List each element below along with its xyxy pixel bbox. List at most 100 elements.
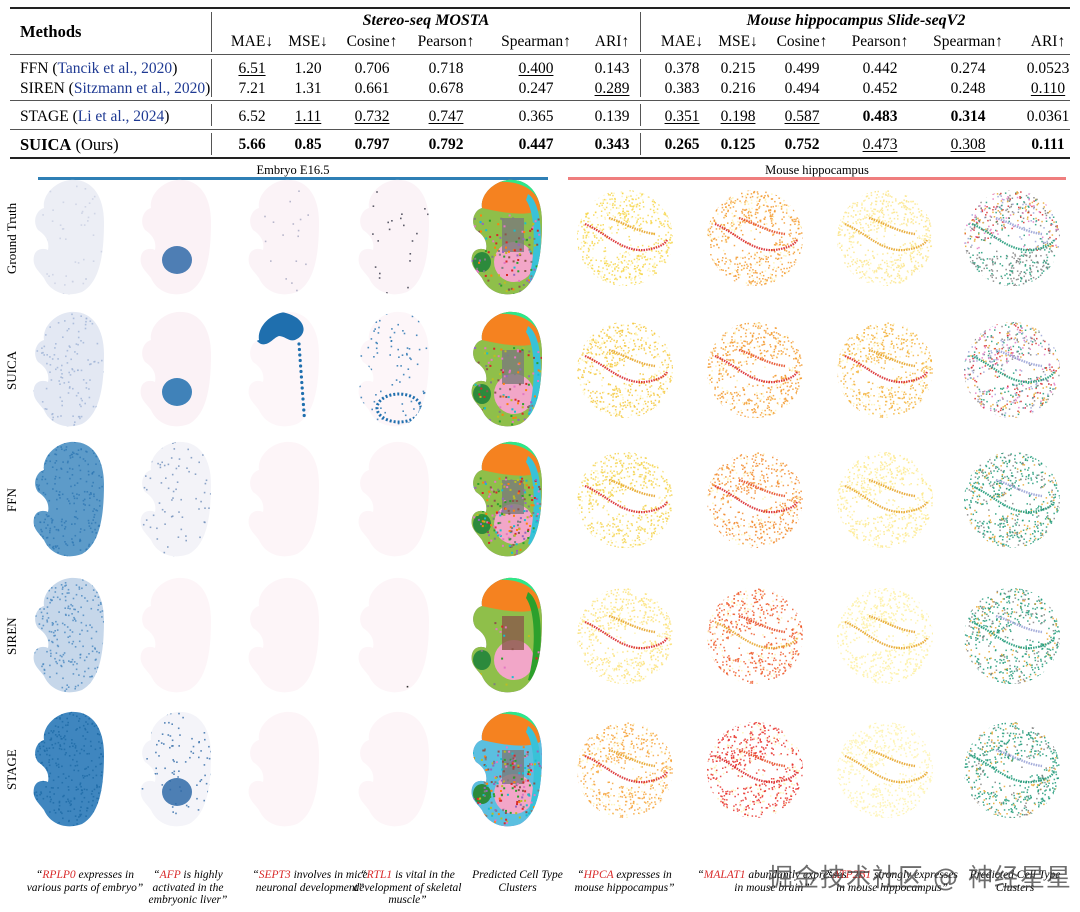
hippocampus-cluster-map bbox=[964, 722, 1060, 818]
section-label-hippocampus: Mouse hippocampus bbox=[765, 163, 869, 177]
embryo-expression-map bbox=[358, 577, 429, 693]
hippocampus-expression-map bbox=[837, 452, 933, 548]
metric-value: 0.314 bbox=[950, 108, 986, 125]
metric-value: 6.51 bbox=[238, 60, 266, 77]
column-divider bbox=[640, 59, 641, 97]
metric-value: 0.752 bbox=[784, 136, 820, 153]
embryo-expression-map bbox=[33, 577, 104, 693]
metric-value: 0.289 bbox=[594, 80, 630, 97]
citation-link[interactable]: Li et al., 2024 bbox=[77, 108, 165, 125]
column-header: ARI↑ bbox=[594, 33, 630, 50]
column-header: Pearson↑ bbox=[417, 33, 475, 50]
embryo-cluster-map bbox=[471, 711, 542, 827]
row-label: FFN bbox=[4, 488, 19, 512]
metric-value: 0.792 bbox=[428, 136, 464, 153]
column-divider bbox=[211, 104, 212, 126]
gene-caption: “HPCA expresses in mouse hippocampus” bbox=[574, 869, 675, 894]
column-divider bbox=[211, 12, 212, 52]
hippocampus-cluster-map bbox=[964, 322, 1060, 418]
embryo-expression-map bbox=[358, 179, 429, 295]
metric-value: 0.400 bbox=[518, 60, 554, 77]
metric-value: 0.473 bbox=[862, 136, 898, 153]
metric-value: 0.587 bbox=[784, 108, 820, 125]
column-header: Cosine↑ bbox=[776, 33, 828, 50]
embryo-expression-map bbox=[248, 577, 319, 693]
caption-text: abundantly expresses in mouse brain” bbox=[734, 869, 847, 894]
table-bottom-rule bbox=[10, 157, 1070, 159]
metric-value: 0.110 bbox=[1030, 80, 1066, 97]
embryo-expression-map bbox=[358, 441, 429, 557]
metric-value: 0.383 bbox=[664, 80, 700, 97]
row-label: SUICA bbox=[4, 350, 19, 390]
metric-value: 0.125 bbox=[720, 136, 756, 153]
hippocampus-expression-map bbox=[707, 190, 803, 286]
hippocampus-expression-map bbox=[837, 588, 933, 684]
hippocampus-expression-map bbox=[837, 322, 933, 418]
metric-value: 0.216 bbox=[720, 80, 756, 97]
metric-value: 0.494 bbox=[784, 80, 820, 97]
metric-value: 0.343 bbox=[594, 136, 630, 153]
methods-header: Methods bbox=[20, 22, 82, 41]
caption-text: Predicted Cell Type Clusters bbox=[969, 869, 1061, 894]
method-label: STAGE bbox=[20, 108, 69, 125]
group-title-mosta: Stereo-seq MOSTA bbox=[362, 12, 490, 29]
embryo-cluster-map bbox=[471, 311, 542, 427]
metric-value: 7.21 bbox=[238, 80, 266, 97]
gene-name: ATP2B1 bbox=[832, 869, 872, 881]
column-divider bbox=[640, 12, 641, 52]
metric-value: 0.718 bbox=[428, 60, 464, 77]
embryo-expression-map bbox=[33, 711, 104, 827]
embryo-expression-map bbox=[358, 711, 429, 827]
embryo-expression-map bbox=[140, 441, 211, 557]
metric-value: 0.797 bbox=[354, 136, 390, 153]
column-divider bbox=[211, 133, 212, 155]
method-name: FFN (Tancik et al., 2020) bbox=[20, 60, 178, 77]
hippocampus-expression-map bbox=[707, 452, 803, 548]
method-name: STAGE (Li et al., 2024) bbox=[20, 108, 170, 125]
hippocampus-expression-map bbox=[707, 722, 803, 818]
embryo-expression-map bbox=[140, 179, 211, 295]
embryo-cluster-map bbox=[471, 441, 542, 557]
gene-caption: Predicted Cell Type Clusters bbox=[955, 869, 1075, 894]
hippocampus-cluster-map bbox=[964, 190, 1060, 286]
embryo-expression-map bbox=[33, 441, 104, 557]
caption-text: expresses in mouse hippocampus” bbox=[574, 869, 675, 894]
embryo-expression-map bbox=[33, 179, 104, 295]
section-bar-hippocampus bbox=[568, 177, 1066, 180]
method-label: SIREN bbox=[20, 80, 65, 97]
gene-name: MALAT1 bbox=[703, 869, 746, 881]
citation-link[interactable]: Sitzmann et al., 2020 bbox=[73, 80, 206, 97]
metric-value: 5.66 bbox=[238, 136, 266, 153]
metric-value: 0.447 bbox=[518, 136, 554, 153]
metric-value: 0.678 bbox=[428, 80, 464, 97]
metric-value: 1.31 bbox=[294, 80, 322, 97]
metric-value: 0.747 bbox=[428, 108, 464, 125]
method-name: SUICA (Ours) bbox=[20, 135, 119, 154]
metric-value: 0.706 bbox=[354, 60, 390, 77]
column-header: Spearman↑ bbox=[933, 33, 1003, 50]
metric-value: 0.111 bbox=[1031, 136, 1065, 153]
gene-caption: “ATP2B1 strongly expresses in mouse hipp… bbox=[826, 869, 958, 894]
metric-value: 0.452 bbox=[862, 80, 898, 97]
hippocampus-cluster-map bbox=[964, 588, 1060, 684]
gene-name: RTL1 bbox=[366, 869, 393, 881]
metric-value: 0.499 bbox=[784, 60, 820, 77]
group-title-hippocampus: Mouse hippocampus Slide-seqV2 bbox=[746, 12, 966, 29]
column-header: Cosine↑ bbox=[346, 33, 398, 50]
table-header-rule bbox=[10, 54, 1070, 55]
ours-label: Ours bbox=[80, 135, 114, 154]
embryo-expression-map bbox=[358, 311, 429, 427]
hippocampus-expression-map bbox=[577, 452, 673, 548]
hippocampus-expression-map bbox=[707, 588, 803, 684]
metric-value: 0.265 bbox=[664, 136, 700, 153]
metric-value: 0.351 bbox=[664, 108, 700, 125]
method-label: FFN bbox=[20, 60, 49, 77]
metric-value: 0.0361 bbox=[1026, 108, 1070, 125]
embryo-expression-map bbox=[33, 311, 104, 427]
metric-value: 0.143 bbox=[594, 60, 630, 77]
embryo-expression-map bbox=[248, 441, 319, 557]
row-label: Ground Truth bbox=[4, 202, 19, 274]
embryo-expression-map bbox=[248, 179, 319, 295]
caption-text: is highly activated in the embryonic liv… bbox=[148, 869, 228, 906]
citation-link[interactable]: Tancik et al., 2020 bbox=[57, 60, 173, 77]
